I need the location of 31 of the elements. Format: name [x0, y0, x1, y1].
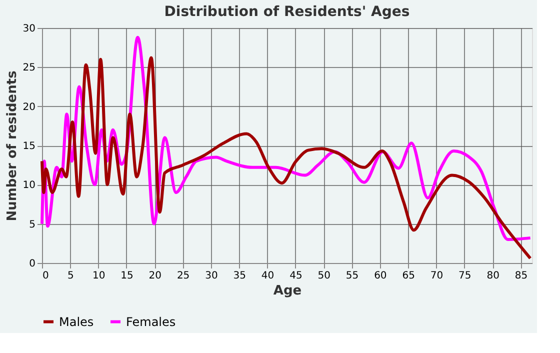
x-tick-label: 70 — [430, 270, 444, 282]
y-tick-label: 10 — [22, 180, 36, 192]
x-tick-label: 25 — [176, 270, 190, 282]
legend-label: Females — [126, 314, 176, 329]
x-tick-label: 75 — [458, 270, 472, 282]
x-tick-label: 85 — [514, 270, 528, 282]
x-tick-label: 20 — [148, 270, 162, 282]
legend-label: Males — [59, 314, 94, 329]
y-tick-label: 25 — [22, 62, 36, 74]
y-tick-label: 5 — [29, 219, 36, 230]
x-tick-label: 45 — [290, 270, 302, 282]
x-tick-label: 35 — [233, 270, 246, 282]
x-axis-title: Age — [273, 284, 302, 298]
x-tick-label: 5 — [67, 270, 74, 282]
y-tick-label: 15 — [22, 141, 36, 152]
x-tick-label: 30 — [205, 270, 218, 282]
y-tick-label: 30 — [22, 24, 36, 34]
x-tick-label: 55 — [346, 270, 359, 282]
y-axis-title: Number of residents — [4, 70, 20, 222]
line-series — [40, 56, 532, 260]
chart-title: Distribution of Residents' Ages — [164, 4, 410, 20]
x-tick-label: 10 — [92, 270, 106, 282]
y-tick-label: 20 — [22, 102, 36, 113]
x-tick-label: 40 — [261, 270, 274, 282]
x-tick-label: 0 — [42, 270, 49, 282]
y-tick-label: 0 — [29, 258, 36, 270]
x-tick-label: 80 — [486, 270, 500, 282]
x-tick-label: 15 — [120, 270, 134, 282]
x-tick-label: 60 — [374, 270, 387, 282]
x-tick-label: 65 — [402, 270, 415, 282]
x-tick-label: 50 — [318, 270, 330, 282]
